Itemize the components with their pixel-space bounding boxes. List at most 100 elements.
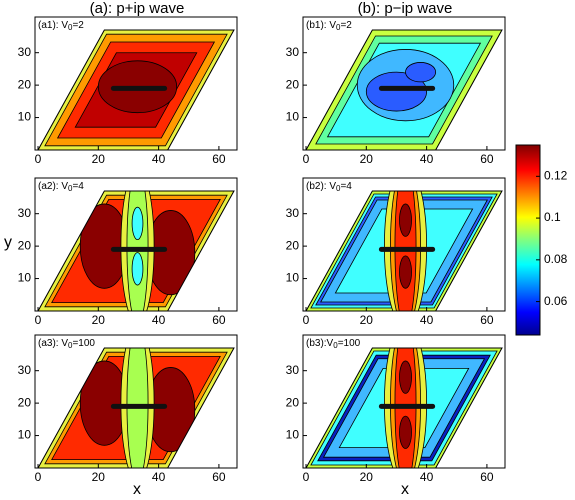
panel-label-text: =100 xyxy=(72,338,95,349)
panel-label-text: (b3):V xyxy=(306,338,334,349)
axes-box xyxy=(302,16,506,151)
y-tick-label: 20 xyxy=(286,395,300,409)
x-tick-label: 0 xyxy=(303,470,310,484)
axes-box xyxy=(34,334,238,469)
y-tick-label: 30 xyxy=(18,45,32,59)
panel-label: (b1): V0=2 xyxy=(306,20,352,32)
panel-label-text: =4 xyxy=(72,181,84,192)
colorbar: 0.06 0.08 0.1 0.12 xyxy=(515,144,568,336)
contour-plot xyxy=(306,347,502,468)
y-tick-label: 20 xyxy=(286,77,300,91)
colorbar-tick-label: 0.08 xyxy=(544,252,568,266)
x-tick-label: 0 xyxy=(35,152,42,166)
panel-label-text: (b2): V xyxy=(306,181,336,192)
contour-region xyxy=(399,255,412,289)
y-tick-label: 20 xyxy=(18,238,32,252)
panel-label-subscript: 0 xyxy=(336,184,341,193)
y-tick-label: 30 xyxy=(18,363,32,377)
y-tick-label: 30 xyxy=(18,206,32,220)
y-tick-label: 30 xyxy=(286,206,300,220)
y-tick-label: 10 xyxy=(18,110,32,124)
contour-region xyxy=(131,252,144,286)
contour-region xyxy=(131,206,144,241)
panel-label-text: (a2): V xyxy=(38,181,68,192)
contour-region xyxy=(394,190,417,311)
contour-region xyxy=(126,347,149,468)
x-tick-label: 0 xyxy=(35,313,42,327)
contour-plot xyxy=(38,190,234,311)
y-tick-label: 10 xyxy=(18,428,32,442)
x-axis-label: x xyxy=(133,481,141,498)
colorbar-tick-label: 0.06 xyxy=(544,294,568,308)
x-tick-label: 20 xyxy=(92,470,106,484)
panel-label-text: =4 xyxy=(340,181,352,192)
x-tick-label: 60 xyxy=(480,152,494,166)
x-tick-label: 40 xyxy=(420,152,434,166)
x-tick-label: 0 xyxy=(303,152,310,166)
x-tick-label: 0 xyxy=(35,470,42,484)
x-tick-label: 20 xyxy=(360,313,374,327)
x-tick-label: 40 xyxy=(420,470,434,484)
y-tick-label: 30 xyxy=(286,45,300,59)
axes-box xyxy=(34,177,238,312)
axes-box xyxy=(302,177,506,312)
contour-region xyxy=(365,71,428,112)
column-title: (a): p+ip wave xyxy=(90,0,185,17)
x-tick-label: 20 xyxy=(92,152,106,166)
y-axis-label: y xyxy=(4,234,12,251)
y-tick-label: 10 xyxy=(18,271,32,285)
colorbar-tick-label: 0.12 xyxy=(544,168,568,182)
x-tick-label: 60 xyxy=(212,313,226,327)
contour-region xyxy=(126,190,149,311)
panel-label-text: =100 xyxy=(338,338,361,349)
x-tick-label: 0 xyxy=(303,313,310,327)
x-tick-label: 20 xyxy=(92,313,106,327)
colorbar-gradient xyxy=(515,144,541,336)
panel-label-subscript: 0 xyxy=(68,184,73,193)
x-tick-label: 60 xyxy=(480,313,494,327)
x-tick-label: 40 xyxy=(420,313,434,327)
panel-label-text: =2 xyxy=(340,20,352,31)
y-tick-label: 20 xyxy=(286,238,300,252)
panel-label-text: =2 xyxy=(72,20,84,31)
x-tick-label: 60 xyxy=(212,152,226,166)
column-title: (b): p−ip wave xyxy=(358,0,453,17)
contour-plot xyxy=(38,29,234,150)
x-tick-label: 20 xyxy=(360,470,374,484)
panel-label: (b3):V0=100 xyxy=(306,338,361,350)
panel-label: (a2): V0=4 xyxy=(38,181,84,193)
x-tick-label: 60 xyxy=(480,470,494,484)
panel-label-subscript: 0 xyxy=(333,341,338,350)
panel-label: (a1): V0=2 xyxy=(38,20,84,32)
colorbar-tick-label: 0.1 xyxy=(544,210,561,224)
x-tick-label: 40 xyxy=(152,152,166,166)
y-tick-label: 20 xyxy=(18,395,32,409)
x-axis-label: x xyxy=(401,481,409,498)
x-tick-label: 40 xyxy=(152,470,166,484)
contour-region xyxy=(399,415,412,449)
y-tick-label: 10 xyxy=(286,110,300,124)
panel-label-subscript: 0 xyxy=(68,341,73,350)
contour-region xyxy=(399,360,412,394)
contour-plot xyxy=(306,190,502,311)
panel-label: (b2): V0=4 xyxy=(306,181,352,193)
panel-label-text: (a1): V xyxy=(38,20,68,31)
x-tick-label: 40 xyxy=(152,313,166,327)
axes-box xyxy=(34,16,238,151)
y-tick-label: 20 xyxy=(18,77,32,91)
panel-label-subscript: 0 xyxy=(336,23,341,32)
panel-label-text: (b1): V xyxy=(306,20,336,31)
contour-plot xyxy=(38,347,234,468)
axes-box xyxy=(302,334,506,469)
x-tick-label: 20 xyxy=(360,152,374,166)
contour-region xyxy=(394,347,417,468)
y-tick-label: 10 xyxy=(286,271,300,285)
y-tick-label: 10 xyxy=(286,428,300,442)
panel-label-subscript: 0 xyxy=(68,23,73,32)
